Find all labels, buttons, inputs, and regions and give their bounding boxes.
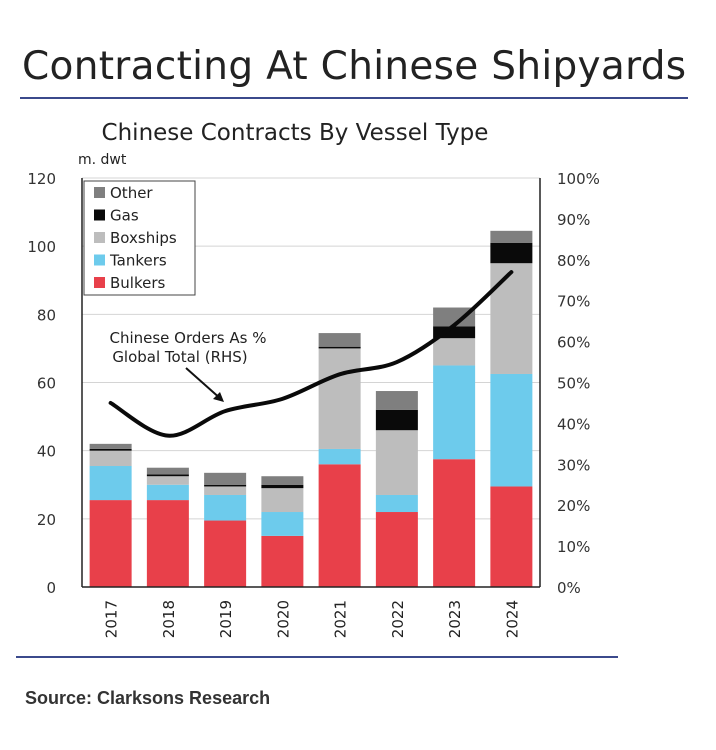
bar-tankers-2017: [89, 466, 132, 501]
x-axis-ticks: 2017 2018 2019 2020 2021 2022 2023 2024: [103, 600, 522, 638]
bars: [89, 230, 533, 587]
y-tick-label: 40: [37, 443, 56, 461]
bar-boxships-2022: [375, 430, 418, 495]
bar-other-2017: [89, 443, 132, 449]
x-tick-label: 2017: [103, 600, 121, 638]
bar-other-2023: [433, 307, 476, 327]
bar-bulkers-2022: [375, 512, 418, 587]
y-tick-label: 20: [37, 511, 56, 529]
annotation-line-2: Global Total (RHS): [112, 348, 247, 366]
title-divider: [20, 97, 688, 99]
y-tick-label: 100: [27, 238, 56, 256]
right-axis-ticks: 0% 10% 20% 30% 40% 50% 60% 70% 80% 90% 100%: [557, 170, 600, 597]
y-tick-label: 80: [37, 306, 56, 324]
bar-boxships-2023: [433, 338, 476, 366]
bar-gas-2019: [204, 484, 247, 487]
bar-boxships-2020: [261, 488, 304, 513]
y2-tick-label: 0%: [557, 579, 581, 597]
y-tick-label: 60: [37, 375, 56, 393]
y2-tick-label: 100%: [557, 170, 600, 188]
y2-tick-label: 70%: [557, 293, 590, 311]
legend-label-tankers: Tankers: [109, 252, 167, 270]
chart-title: Chinese Contracts By Vessel Type: [102, 120, 489, 146]
bar-bulkers-2023: [433, 459, 476, 587]
bar-gas-2023: [433, 326, 476, 339]
bar-tankers-2021: [318, 448, 361, 465]
bar-bulkers-2017: [89, 500, 132, 587]
x-tick-label: 2022: [389, 600, 407, 638]
bottom-divider: [16, 656, 618, 658]
legend-swatch-other: [94, 187, 105, 198]
bar-bulkers-2021: [318, 464, 361, 587]
legend-label-gas: Gas: [110, 207, 139, 225]
y2-tick-label: 20%: [557, 497, 590, 515]
legend-label-other: Other: [110, 184, 153, 202]
x-tick-label: 2024: [503, 600, 521, 638]
bar-bulkers-2019: [204, 520, 247, 587]
legend-label-bulkers: Bulkers: [110, 274, 166, 292]
bar-boxships-2019: [204, 486, 247, 495]
share-line: [108, 270, 514, 438]
bar-bulkers-2018: [146, 500, 189, 587]
source-note: Source: Clarksons Research: [25, 688, 271, 708]
bar-tankers-2024: [490, 373, 533, 487]
bar-boxships-2017: [89, 450, 132, 467]
bar-other-2018: [146, 467, 189, 475]
bar-boxships-2024: [490, 263, 533, 374]
legend-label-boxships: Boxships: [110, 229, 177, 247]
bar-bulkers-2020: [261, 535, 304, 587]
x-tick-label: 2018: [160, 600, 178, 638]
y2-tick-label: 60%: [557, 334, 590, 352]
bar-gas-2017: [89, 448, 132, 451]
legend: Other Gas Boxships Tankers Bulkers: [83, 180, 196, 296]
bar-other-2022: [375, 391, 418, 410]
y2-tick-label: 90%: [557, 211, 590, 229]
page-title: Contracting At Chinese Shipyards: [22, 44, 687, 89]
annotation-arrow: [185, 367, 223, 401]
axes: [81, 178, 541, 588]
annotation: Chinese Orders As % Global Total (RHS): [109, 329, 267, 402]
bar-gas-2021: [318, 346, 361, 349]
bar-bulkers-2024: [490, 486, 533, 587]
share-line-path: [108, 270, 514, 438]
bar-boxships-2021: [318, 348, 361, 449]
bar-other-2021: [318, 333, 361, 347]
legend-swatch-gas: [94, 209, 105, 221]
x-tick-label: 2020: [274, 600, 292, 638]
bar-other-2024: [490, 230, 533, 243]
legend-swatch-bulkers: [94, 277, 105, 288]
y2-tick-label: 40%: [557, 415, 590, 433]
bar-tankers-2019: [204, 494, 247, 521]
legend-swatch-boxships: [94, 232, 105, 243]
bar-gas-2018: [146, 474, 189, 477]
bar-tankers-2023: [433, 365, 476, 460]
y-tick-label: 120: [27, 170, 56, 188]
y2-tick-label: 10%: [557, 538, 590, 556]
bar-gas-2024: [490, 242, 533, 264]
y-axis-unit-label: m. dwt: [78, 152, 127, 168]
x-tick-label: 2023: [446, 600, 464, 638]
y-tick-label: 0: [46, 579, 56, 597]
y2-tick-label: 50%: [557, 375, 590, 393]
y2-tick-label: 30%: [557, 456, 590, 474]
x-tick-label: 2021: [332, 600, 350, 638]
bar-gas-2020: [261, 484, 304, 489]
bar-other-2020: [261, 476, 304, 485]
annotation-line-1: Chinese Orders As %: [109, 329, 266, 347]
bar-tankers-2022: [375, 494, 418, 513]
legend-swatch-tankers: [94, 254, 105, 266]
left-axis-ticks: 0 20 40 60 80 100 120: [27, 170, 56, 597]
x-tick-label: 2019: [217, 600, 235, 638]
y2-tick-label: 80%: [557, 252, 590, 270]
bar-tankers-2020: [261, 512, 304, 536]
bar-gas-2022: [375, 409, 418, 431]
annotation-arrowhead: [213, 392, 224, 402]
chart: Chinese Contracts By Vessel Type m. dwt …: [27, 120, 600, 638]
bar-other-2019: [204, 472, 247, 485]
bar-tankers-2018: [146, 484, 189, 501]
bar-boxships-2018: [146, 476, 189, 485]
